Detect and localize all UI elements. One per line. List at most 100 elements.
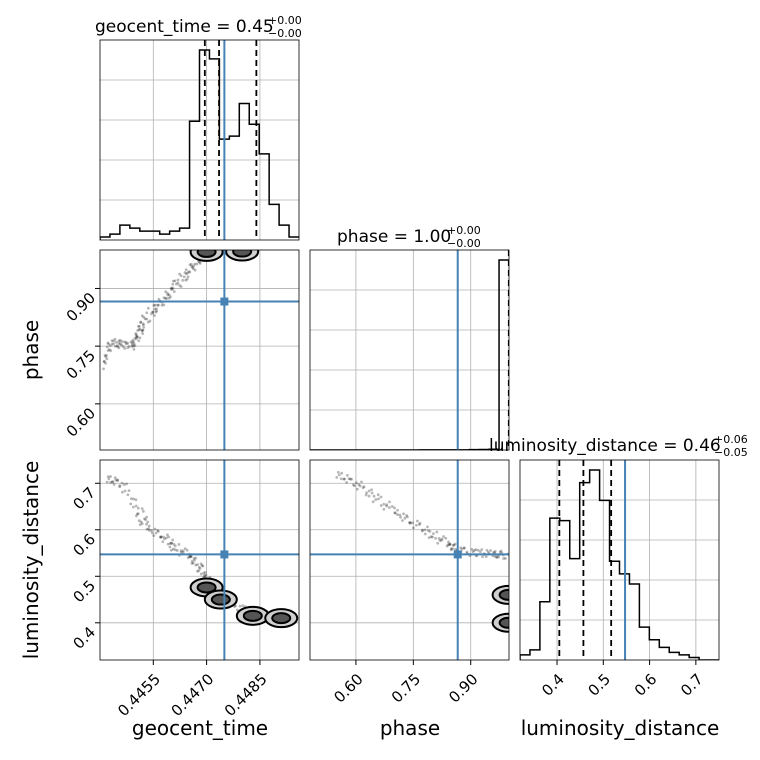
sample-point [163,537,167,541]
sample-point [116,479,119,483]
sample-point [118,338,122,342]
panel-geocent_time-geocent_time [99,39,300,241]
sample-point [492,550,495,554]
xtick-label-phase-0: 0.60 [330,670,366,706]
sample-point [418,521,422,525]
sample-point [354,481,358,485]
sample-point [105,353,108,357]
sample-point [156,303,160,307]
sample-point [393,506,396,510]
sample-point [239,247,242,250]
sample-point [134,504,138,508]
sample-point [191,267,195,271]
sample-point [118,485,122,489]
sample-point [193,262,197,266]
sample-point [113,476,117,480]
panel-luminosity_distance-phase: 0.60 0.75 0.90 [309,459,510,706]
sample-point [134,498,138,502]
sample-point [367,489,371,493]
sample-point [352,484,356,488]
sample-point [379,504,383,507]
sample-point [428,530,432,533]
sample-point [118,484,122,488]
sample-point [367,494,371,498]
sample-point [241,604,245,608]
sample-point [449,548,453,552]
sample-point [370,488,373,492]
sample-point [140,522,144,526]
sample-point [108,348,111,351]
sample-point [438,538,442,542]
sample-point [357,483,361,486]
sample-point [179,274,183,278]
sample-point [177,543,181,546]
sample-point [140,507,144,511]
xlabel-luminosity-distance: luminosity_distance [521,716,720,740]
title-phase-sup: +0.00 [447,224,481,237]
sample-point [117,346,121,350]
sample-point [113,337,117,341]
sample-point [340,471,344,475]
sample-point [166,291,169,295]
sample-point [151,310,155,314]
sample-point [137,339,141,343]
sample-point [117,339,121,343]
sample-point [141,322,145,326]
sample-point [135,512,139,516]
sample-point [504,556,507,560]
sample-point [345,481,348,484]
sample-point [199,572,203,576]
sample-point [122,483,126,486]
title-geocent-time-sup: +0.00 [268,14,302,27]
contour-inner-1 [232,250,253,258]
sample-point [337,473,341,477]
sample-point [129,502,133,506]
sample-point [150,312,153,316]
sample-point [179,285,183,289]
sample-point [217,246,220,249]
sample-point [365,491,368,495]
sample-point [350,477,353,481]
sample-point [175,282,178,286]
sample-point [498,550,502,554]
sample-point [169,295,172,299]
sample-point [199,562,203,566]
sample-point [472,549,476,552]
panel-content [100,246,299,450]
sample-point [502,557,505,560]
sample-point [497,555,500,559]
sample-point [173,279,177,283]
sample-point [124,342,128,346]
sample-point [454,548,457,551]
panel-luminosity_distance-luminosity_distance: 0.4 0.5 0.6 0.7 [519,459,720,700]
sample-point [173,548,177,552]
truth-marker [453,550,462,559]
sample-point [138,336,142,340]
sample-point [109,349,113,353]
sample-point [120,340,124,343]
sample-point [250,246,253,249]
sample-point [347,477,351,481]
contour-inner-0 [196,581,217,594]
sample-point [167,296,171,300]
sample-point [435,530,439,534]
sample-point [401,519,404,522]
sample-point [132,505,135,509]
xtick-label-luminosity_distance-3: 0.7 [677,670,707,700]
sample-point [390,505,394,508]
sample-point [403,516,407,520]
sample-point [398,513,402,517]
sample-point [115,344,119,348]
sample-point [145,317,149,321]
sample-point [112,339,116,343]
sample-point [175,549,179,552]
sample-point [169,541,173,545]
sample-point [110,339,114,343]
sample-point [132,347,136,351]
sample-point [186,275,190,279]
sample-point [173,544,177,548]
sample-point [168,542,172,545]
histogram-luminosity_distance [520,469,719,660]
sample-point [448,542,452,546]
